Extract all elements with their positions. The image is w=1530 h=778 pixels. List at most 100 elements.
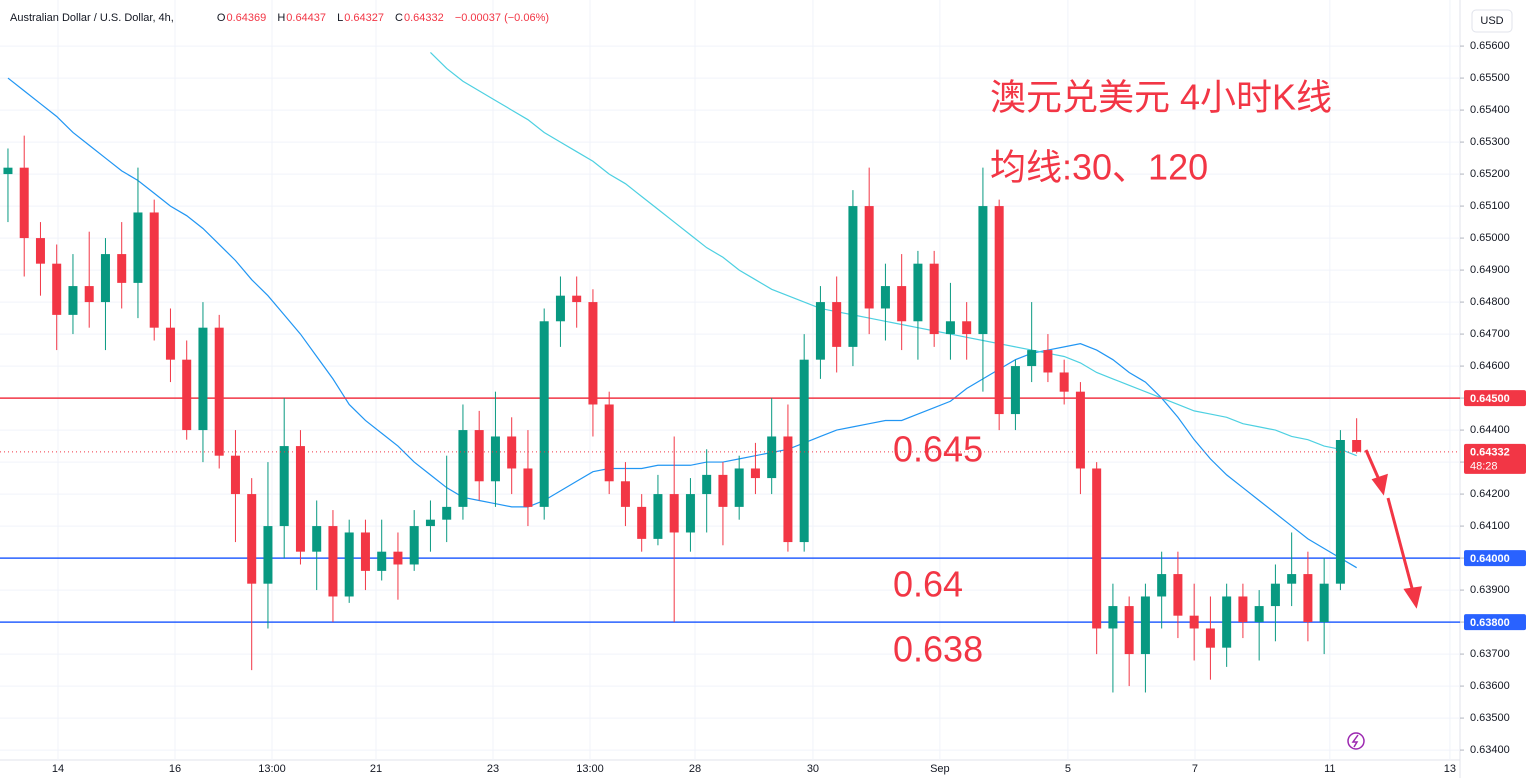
y-tick-label: 0.64200 [1470, 488, 1510, 500]
ohlc-label: C [395, 12, 403, 24]
annotation: 0.64 [893, 564, 963, 605]
candle-body [685, 494, 695, 533]
price-tag [1464, 390, 1526, 407]
candle-body [507, 436, 517, 469]
price-tag [1464, 550, 1526, 567]
candle-body [1287, 574, 1297, 584]
candle-body [149, 212, 159, 328]
x-tick-label: 30 [807, 763, 819, 775]
candle-body [1254, 606, 1264, 623]
annotation: 0.645 [893, 429, 983, 470]
candle-body [994, 206, 1004, 415]
currency[interactable]: USD [1480, 15, 1503, 27]
candle-body [247, 494, 257, 584]
candle-body [393, 551, 403, 565]
y-tick-label: 0.63500 [1470, 712, 1510, 724]
candle-body [214, 327, 224, 456]
candle-body [490, 436, 500, 482]
candle-body [1222, 596, 1232, 648]
arrow [1386, 497, 1415, 593]
event-icon[interactable] [1347, 732, 1365, 750]
candle-body [572, 295, 582, 303]
candle-body [1319, 583, 1329, 623]
candle-body [815, 302, 825, 360]
candle-body [978, 206, 988, 335]
candle-body [1108, 606, 1118, 629]
ohlc-label: L [337, 12, 344, 24]
candle-body [669, 494, 679, 533]
candle-body [182, 359, 192, 431]
candle-body [864, 206, 874, 309]
candle-body [588, 302, 598, 405]
y-tick-label: 0.65300 [1470, 136, 1510, 148]
ohlc-value: 0.64332 [404, 12, 444, 24]
annotation: 均线:30、120 [990, 147, 1208, 188]
price-tag-label: 0.64500 [1470, 393, 1510, 405]
candle-body [1092, 468, 1102, 629]
candle-body [425, 519, 435, 527]
candle-body [702, 474, 712, 495]
change: −0.00037 (−0.06%) [454, 12, 550, 24]
candle-body [1157, 574, 1167, 597]
candle-body [929, 263, 939, 335]
candle-body [279, 446, 289, 527]
x-tick-label: 11 [1324, 763, 1335, 775]
candle-body [474, 430, 484, 482]
symbol: Australian Dollar / U.S. Dollar, 4h, [10, 12, 174, 24]
x-tick-label: 16 [169, 763, 181, 775]
candle-body [377, 551, 387, 571]
y-tick-label: 0.65600 [1470, 40, 1510, 52]
ma-line [7, 77, 1357, 569]
candle-body [360, 532, 370, 571]
candle-body [458, 430, 468, 507]
candle-body [734, 468, 744, 507]
candle-body [962, 321, 972, 335]
candle-body [3, 167, 13, 175]
candle-body [1043, 350, 1053, 373]
last-price-label: 0.64332 [1470, 447, 1510, 459]
y-tick-label: 0.65400 [1470, 104, 1510, 116]
y-tick-label: 0.63900 [1470, 584, 1510, 596]
candle-body [1270, 583, 1280, 607]
y-tick-label: 0.64700 [1470, 328, 1510, 340]
x-tick-label: 13 [1444, 763, 1456, 775]
last-price-tag [1464, 443, 1526, 474]
candle-body [539, 321, 549, 507]
candle-body [328, 526, 338, 597]
y-tick-label: 0.64400 [1470, 424, 1510, 436]
y-tick-label: 0.65000 [1470, 232, 1510, 244]
candle-body [68, 286, 78, 315]
price-tag [1464, 614, 1526, 631]
candle-body [198, 327, 208, 431]
countdown: 48:28 [1470, 461, 1498, 473]
candle-body [117, 254, 127, 283]
candle-body [19, 167, 29, 239]
y-tick-label: 0.63600 [1470, 680, 1510, 692]
currency-button[interactable] [1471, 9, 1513, 33]
x-tick-label: 13:00 [576, 763, 604, 775]
y-tick-label: 0.63400 [1470, 744, 1510, 756]
price-tag-label: 0.63800 [1470, 617, 1510, 629]
candle-body [1124, 606, 1134, 655]
annotation: 澳元兑美元 4小时K线 [990, 77, 1332, 118]
candle-body [100, 254, 110, 303]
ohlc-value: 0.64369 [226, 12, 267, 24]
candle-body [1189, 615, 1199, 629]
candle-body [1010, 366, 1020, 415]
x-tick-label: 21 [370, 763, 382, 775]
x-tick-label: 13:00 [258, 763, 286, 775]
candle-body [832, 302, 842, 347]
event-icon [1351, 734, 1359, 748]
ohlc-label: O [216, 12, 226, 24]
candle-body [637, 506, 647, 539]
ohlc-value: 0.64327 [344, 12, 384, 24]
candle-body [750, 468, 760, 479]
candle-body [1027, 350, 1037, 367]
candle-body [409, 526, 419, 565]
candle-body [653, 494, 663, 539]
candle-body [897, 286, 907, 322]
candle-body [767, 436, 777, 479]
